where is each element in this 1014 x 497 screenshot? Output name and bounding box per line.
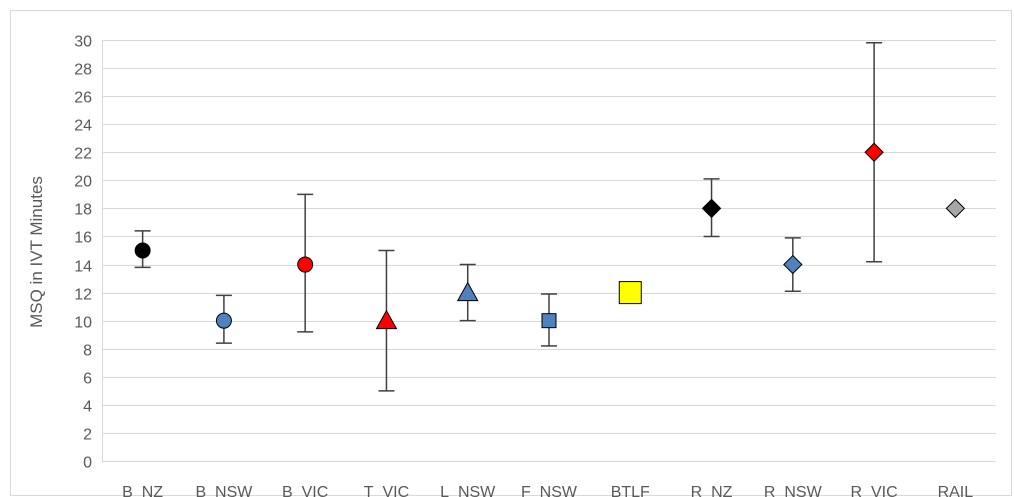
marker-t-vic: [375, 309, 398, 330]
chart-frame: [10, 10, 1012, 496]
x-tick-btlf: BTLF: [611, 484, 650, 497]
marker-r-nsw: [783, 254, 803, 275]
y-tick-28: 28: [74, 62, 92, 79]
y-tick-0: 0: [83, 455, 92, 472]
x-tick-b-vic: B_VIC: [282, 484, 328, 497]
x-tick-f-nsw: F_NSW: [521, 484, 578, 497]
x-tick-b-nsw: B_NSW: [195, 484, 253, 497]
y-tick-26: 26: [74, 90, 92, 107]
x-tick-r-vic: R_VIC: [851, 484, 898, 497]
marker-b-nsw: [215, 312, 232, 329]
y-tick-12: 12: [74, 287, 92, 304]
x-tick-rail: RAIL: [938, 484, 974, 497]
marker-r-vic: [864, 142, 884, 162]
x-tick-r-nsw: R_NSW: [764, 484, 823, 497]
marker-b-vic: [297, 256, 314, 273]
y-tick-20: 20: [74, 174, 92, 191]
data-markers: [134, 142, 966, 330]
x-tick-labels: B_NZ B_NSW B_VIC T_VIC L_NSW F_NSW BTLF R_NZ R_N…: [122, 484, 973, 497]
error-bars: [134, 42, 883, 392]
x-tick-t-vic: T_VIC: [364, 484, 409, 497]
y-tick-10: 10: [74, 315, 92, 332]
y-tick-24: 24: [74, 118, 92, 135]
x-tick-r-nz: R_NZ: [691, 484, 733, 497]
marker-rail: [945, 198, 966, 219]
x-tick-b-nz: B_NZ: [122, 484, 163, 497]
y-tick-18: 18: [74, 202, 92, 219]
y-tick-30: 30: [74, 34, 92, 51]
y-tick-4: 4: [83, 399, 92, 416]
y-tick-16: 16: [74, 230, 92, 247]
x-tick-l-nsw: L_NSW: [440, 484, 496, 497]
y-tick-8: 8: [83, 343, 92, 360]
y-tick-6: 6: [83, 371, 92, 388]
marker-f-nsw: [541, 313, 557, 329]
y-tick-22: 22: [74, 146, 92, 163]
y-tick-2: 2: [83, 427, 92, 444]
marker-r-nz: [701, 198, 722, 219]
marker-btlf: [618, 281, 642, 305]
gridlines: [102, 40, 996, 462]
marker-l-nsw: [456, 281, 479, 302]
y-axis-label: MSQ in IVT Minutes: [27, 176, 46, 328]
y-tick-14: 14: [74, 259, 92, 276]
marker-b-nz: [134, 242, 151, 259]
